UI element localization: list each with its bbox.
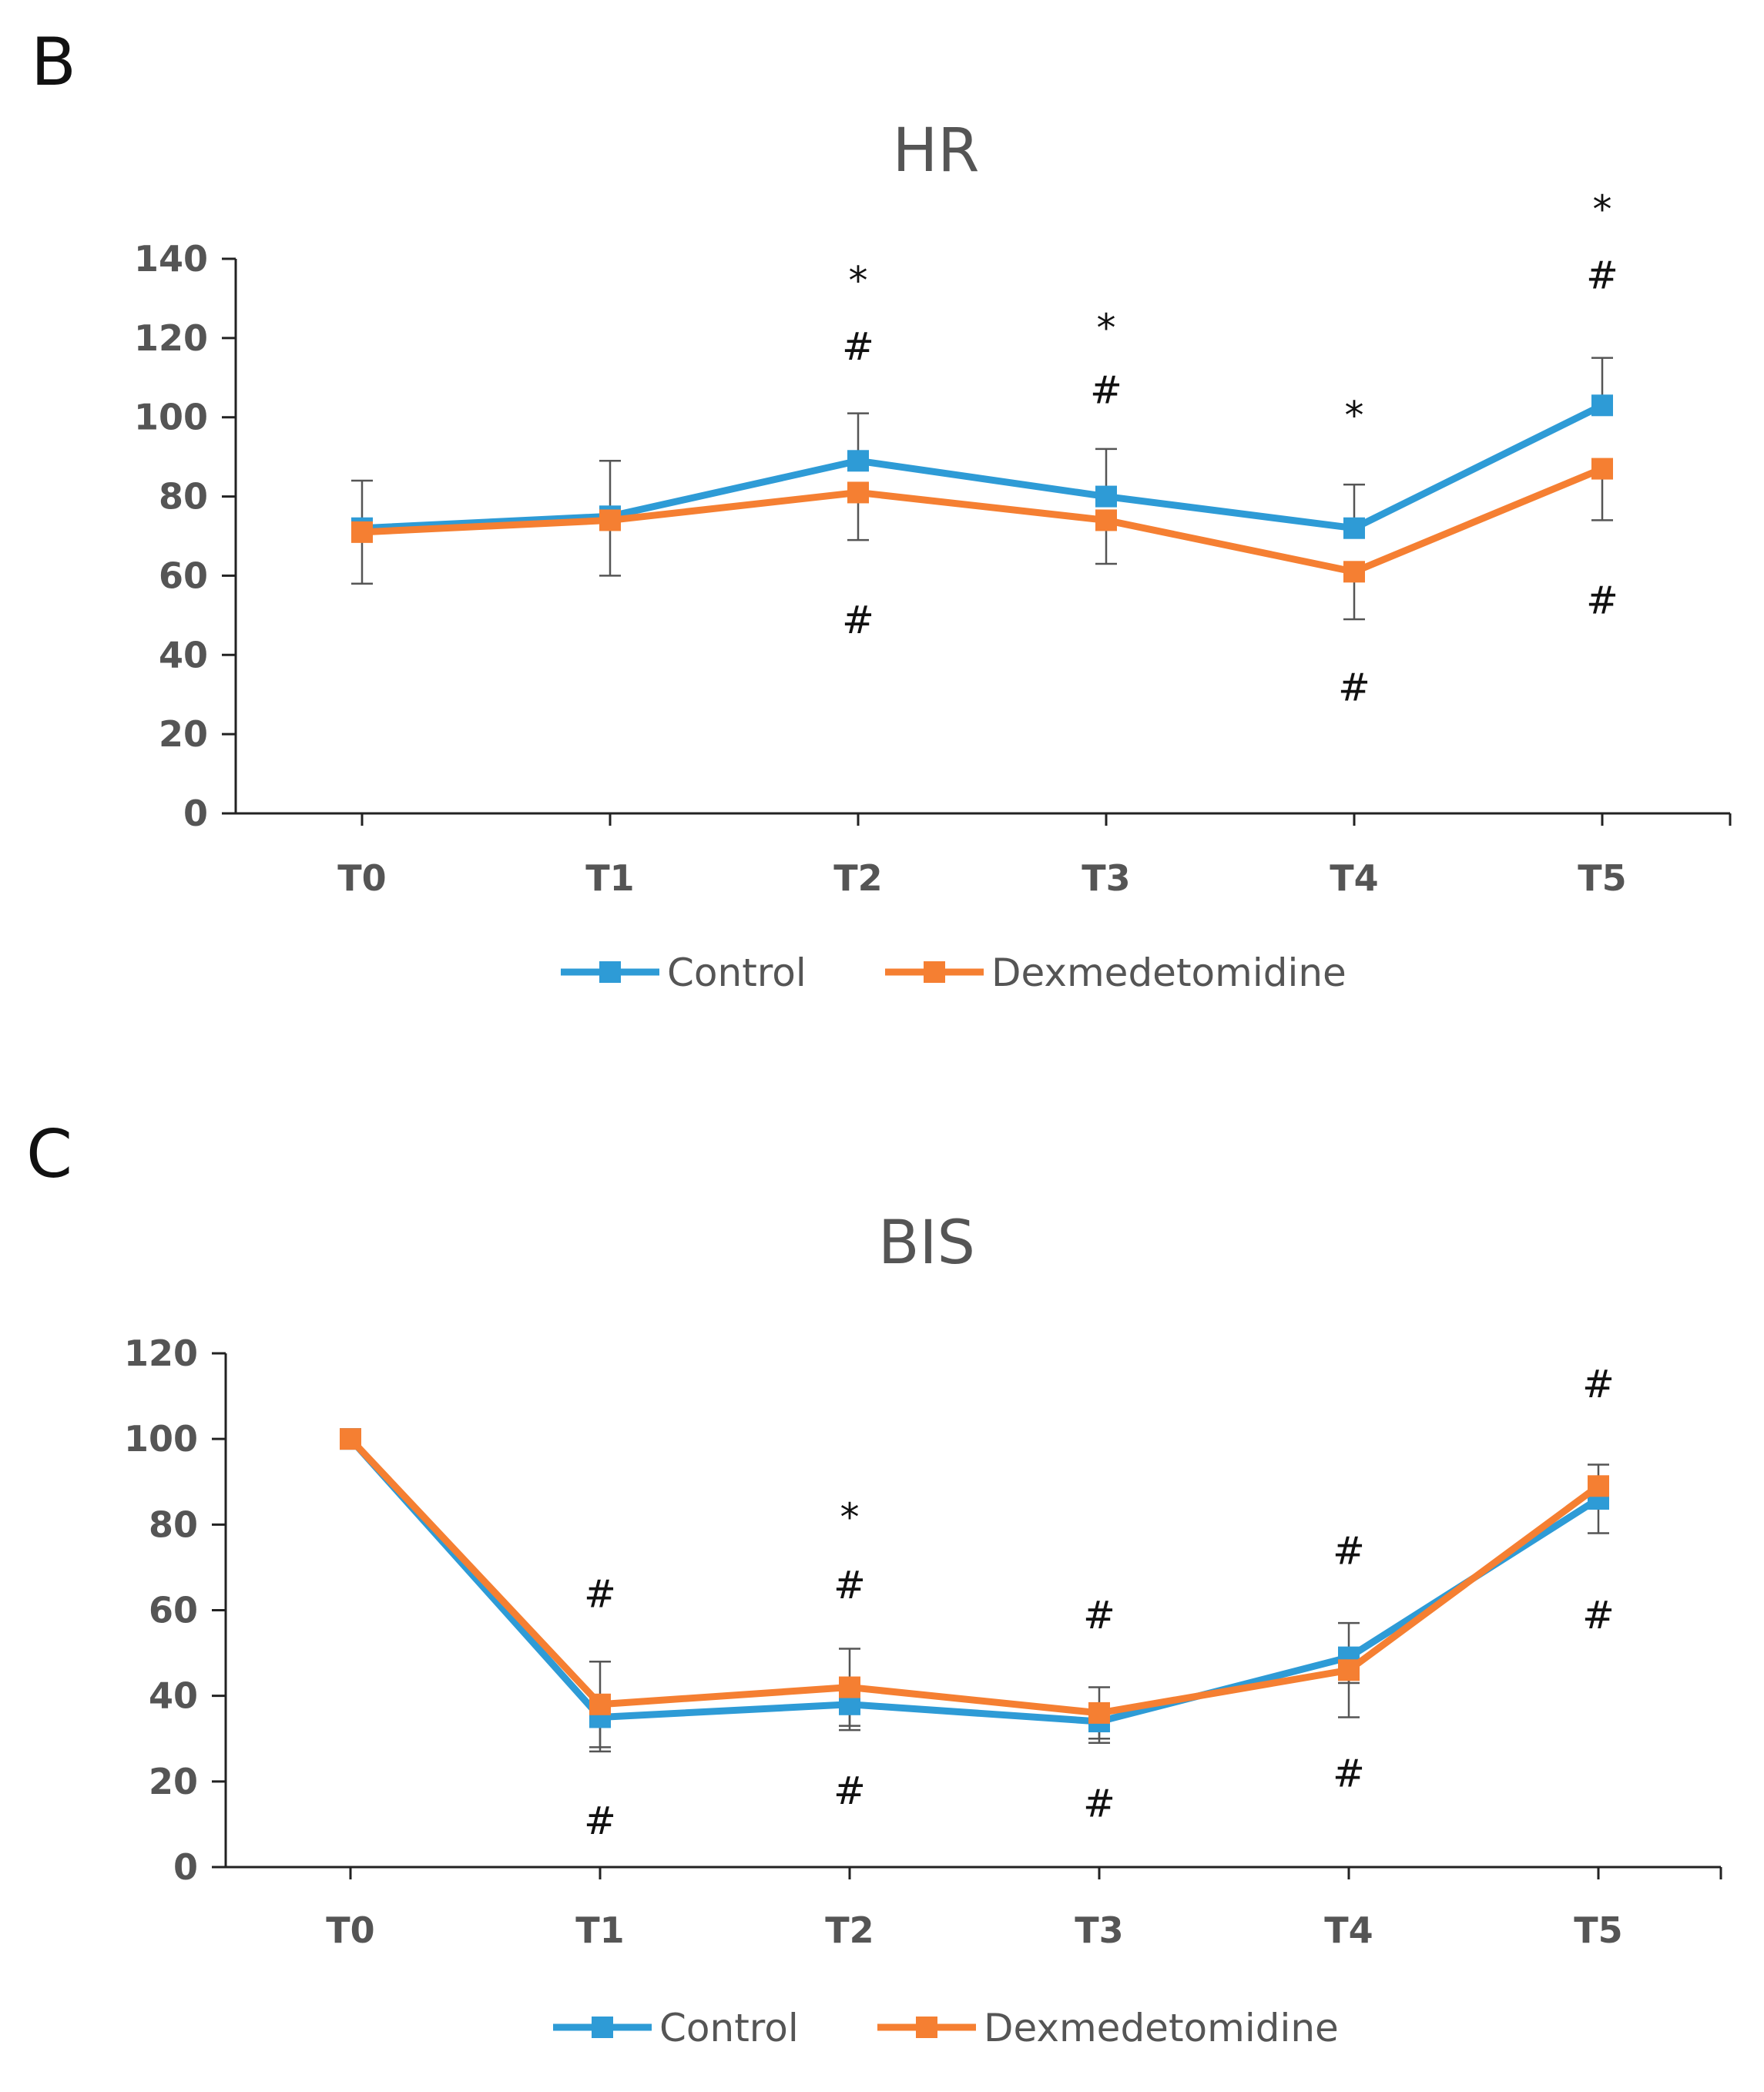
significance-marker: # <box>833 1563 866 1608</box>
chart-title: BIS <box>878 1209 975 1278</box>
data-point <box>1343 517 1365 539</box>
data-point <box>1591 394 1613 417</box>
x-tick-label: T1 <box>575 1909 624 1951</box>
data-point <box>1343 561 1365 583</box>
x-tick-label: T5 <box>1574 1909 1622 1951</box>
significance-marker: # <box>842 598 874 642</box>
data-point <box>1095 485 1117 508</box>
legend-label: Control <box>667 950 807 995</box>
significance-marker: # <box>1338 665 1370 709</box>
significance-marker: # <box>584 1799 616 1843</box>
significance-marker: * <box>849 258 868 303</box>
significance-marker: # <box>1090 368 1122 413</box>
x-tick-label: T0 <box>326 1909 374 1951</box>
data-point <box>847 481 869 504</box>
data-point <box>1088 1701 1110 1724</box>
y-tick-label: 20 <box>149 1761 198 1802</box>
legend-swatch-marker <box>592 2017 613 2038</box>
significance-marker: # <box>1333 1752 1365 1796</box>
x-tick-label: T3 <box>1082 857 1130 899</box>
y-tick-label: 0 <box>173 1846 198 1888</box>
legend-swatch-marker <box>924 961 945 983</box>
data-point <box>1095 509 1117 531</box>
x-tick-label: T0 <box>337 857 386 899</box>
significance-marker: # <box>1333 1529 1365 1574</box>
data-point <box>1588 1475 1609 1497</box>
y-tick-label: 120 <box>124 1333 198 1374</box>
significance-marker: # <box>584 1571 616 1616</box>
x-tick-label: T5 <box>1578 857 1626 899</box>
y-tick-label: 60 <box>159 555 208 596</box>
legend-label: Control <box>659 2006 799 2050</box>
significance-marker: # <box>833 1768 866 1813</box>
significance-marker: # <box>1582 1593 1615 1638</box>
series-line-dexmedetomidine <box>358 465 1606 575</box>
significance-marker: * <box>1097 306 1116 350</box>
x-tick-label: T3 <box>1075 1909 1123 1951</box>
data-point <box>1591 458 1613 480</box>
series-line-control <box>347 1435 1602 1725</box>
significance-marker: * <box>1345 393 1364 438</box>
legend-swatch-marker <box>599 961 621 983</box>
significance-marker: # <box>842 324 874 369</box>
y-tick-label: 40 <box>149 1675 198 1717</box>
significance-marker: * <box>840 1495 860 1540</box>
series-line-dexmedetomidine <box>347 1435 1602 1717</box>
x-tick-label: T2 <box>825 1909 874 1951</box>
significance-marker: # <box>1083 1593 1115 1638</box>
data-point <box>589 1693 611 1715</box>
significance-marker: # <box>1586 578 1618 622</box>
significance-marker: # <box>1083 1782 1115 1826</box>
data-point <box>351 521 373 543</box>
y-tick-label: 100 <box>134 397 208 438</box>
y-tick-label: 60 <box>149 1590 198 1631</box>
chart-title: HR <box>893 116 980 186</box>
y-tick-label: 80 <box>159 476 208 518</box>
panel-label: B <box>31 24 76 101</box>
y-tick-label: 0 <box>183 793 208 834</box>
significance-marker: # <box>1586 253 1618 298</box>
y-tick-label: 140 <box>134 238 208 280</box>
data-point <box>340 1428 361 1450</box>
data-point <box>599 509 621 531</box>
y-tick-label: 100 <box>124 1418 198 1460</box>
y-tick-label: 40 <box>159 634 208 676</box>
significance-marker: # <box>1582 1362 1615 1406</box>
legend-label: Dexmedetomidine <box>984 2006 1339 2050</box>
y-tick-label: 20 <box>159 713 208 755</box>
data-point <box>839 1676 860 1698</box>
y-tick-label: 120 <box>134 317 208 359</box>
x-tick-label: T4 <box>1324 1909 1373 1951</box>
hr-chart: B HR 0 20 40 60 80 100 120 140 T0 T1 T2 T3 T4 T5 * # # * # * #… <box>31 24 1732 995</box>
x-tick-label: T2 <box>833 857 882 899</box>
data-point <box>1338 1659 1360 1681</box>
series-line-control <box>358 401 1606 532</box>
data-point <box>847 450 869 472</box>
legend-label: Dexmedetomidine <box>991 950 1346 995</box>
panel-label: C <box>26 1116 72 1193</box>
significance-marker: * <box>1593 187 1612 232</box>
x-tick-label: T1 <box>585 857 634 899</box>
legend-swatch-marker <box>916 2017 937 2038</box>
bis-chart: C BIS 0 20 40 60 80 100 120 T0 T1 T2 T3 T4 T5 # # * # # # # # #… <box>26 1116 1722 2050</box>
y-tick-label: 80 <box>149 1504 198 1545</box>
x-tick-label: T4 <box>1330 857 1378 899</box>
